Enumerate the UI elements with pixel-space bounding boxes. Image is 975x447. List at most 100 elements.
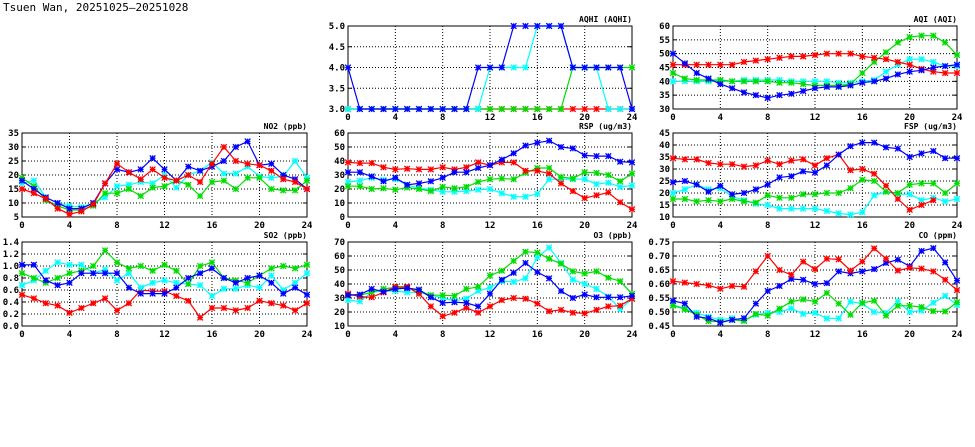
data-point bbox=[125, 269, 133, 277]
data-point bbox=[161, 174, 168, 182]
data-point bbox=[244, 138, 251, 145]
data-point bbox=[581, 291, 588, 298]
data-point bbox=[930, 147, 937, 155]
data-point bbox=[196, 167, 204, 175]
series-blue bbox=[344, 259, 636, 310]
data-point bbox=[89, 269, 97, 277]
data-point bbox=[669, 154, 677, 162]
data-point bbox=[184, 297, 192, 305]
x-tick-label: 0 bbox=[19, 221, 24, 231]
data-point bbox=[545, 275, 553, 282]
data-point bbox=[137, 262, 145, 270]
data-point bbox=[705, 282, 712, 289]
data-point bbox=[847, 184, 854, 192]
series-line bbox=[672, 142, 957, 195]
data-point bbox=[42, 299, 50, 307]
data-point bbox=[113, 160, 121, 168]
data-point bbox=[669, 178, 677, 186]
data-point bbox=[149, 184, 156, 191]
data-point bbox=[953, 277, 961, 284]
data-point bbox=[196, 281, 204, 289]
data-point bbox=[344, 291, 352, 299]
x-tick-label: 4 bbox=[393, 113, 399, 123]
data-point bbox=[906, 206, 913, 214]
data-point bbox=[101, 180, 109, 187]
y-tick-label: 0.65 bbox=[648, 266, 670, 276]
data-point bbox=[244, 160, 251, 168]
x-tick-label: 24 bbox=[627, 113, 638, 123]
chart-title: NO2 (ppb) bbox=[264, 122, 307, 131]
data-point bbox=[930, 244, 937, 252]
data-point bbox=[427, 105, 435, 113]
y-tick-label: 30 bbox=[334, 171, 345, 181]
data-point bbox=[113, 166, 121, 173]
y-tick-label: 0.60 bbox=[648, 280, 670, 290]
data-point bbox=[870, 245, 878, 252]
data-point bbox=[344, 168, 352, 176]
data-point bbox=[545, 137, 553, 144]
data-point bbox=[279, 290, 287, 297]
y-tick-label: 0 bbox=[340, 213, 345, 223]
data-point bbox=[510, 105, 517, 113]
data-point bbox=[894, 298, 902, 305]
data-point bbox=[474, 303, 482, 310]
data-point bbox=[427, 187, 435, 195]
data-point bbox=[18, 269, 26, 277]
data-point bbox=[510, 193, 517, 200]
data-point bbox=[184, 274, 192, 282]
data-point bbox=[799, 258, 807, 265]
data-point bbox=[628, 64, 636, 71]
data-point bbox=[882, 49, 890, 56]
data-point bbox=[882, 182, 890, 190]
x-tick-label: 24 bbox=[627, 330, 638, 340]
data-point bbox=[669, 78, 677, 85]
data-point bbox=[693, 156, 700, 163]
data-point bbox=[628, 292, 636, 300]
x-tick-label: 24 bbox=[302, 221, 313, 231]
x-tick-label: 16 bbox=[532, 330, 543, 340]
x-tick-label: 0 bbox=[670, 330, 675, 340]
data-point bbox=[380, 105, 387, 113]
y-tick-label: 50 bbox=[334, 266, 345, 276]
data-point bbox=[941, 259, 949, 266]
data-point bbox=[125, 168, 133, 176]
data-point bbox=[89, 201, 97, 208]
data-point bbox=[208, 304, 216, 312]
data-point bbox=[776, 79, 783, 86]
data-point bbox=[918, 32, 925, 39]
data-point bbox=[486, 161, 494, 169]
data-point bbox=[30, 274, 38, 282]
data-point bbox=[427, 294, 435, 301]
x-tick-label: 12 bbox=[159, 330, 170, 340]
data-point bbox=[870, 192, 878, 199]
data-point bbox=[474, 287, 482, 295]
data-point bbox=[930, 299, 937, 307]
data-point bbox=[291, 157, 299, 165]
data-point bbox=[220, 285, 228, 293]
data-point bbox=[439, 183, 446, 191]
data-point bbox=[870, 78, 878, 85]
data-point bbox=[403, 105, 411, 113]
data-point bbox=[930, 307, 937, 315]
y-tick-label: 20 bbox=[8, 171, 19, 181]
data-point bbox=[581, 168, 588, 176]
data-point bbox=[941, 308, 949, 315]
data-point bbox=[859, 139, 866, 146]
data-point bbox=[403, 181, 411, 189]
data-point bbox=[788, 157, 795, 164]
data-point bbox=[593, 105, 600, 113]
data-point bbox=[752, 199, 760, 206]
series-blue bbox=[18, 261, 311, 299]
series-red bbox=[669, 151, 937, 214]
data-point bbox=[89, 299, 97, 307]
data-point bbox=[669, 277, 677, 285]
data-point bbox=[137, 284, 145, 291]
series-line bbox=[672, 153, 934, 211]
data-point bbox=[451, 292, 458, 300]
data-point bbox=[522, 248, 529, 256]
data-point bbox=[669, 297, 677, 305]
data-point bbox=[799, 310, 807, 318]
data-point bbox=[403, 165, 411, 172]
data-point bbox=[208, 178, 216, 186]
data-point bbox=[125, 265, 133, 272]
